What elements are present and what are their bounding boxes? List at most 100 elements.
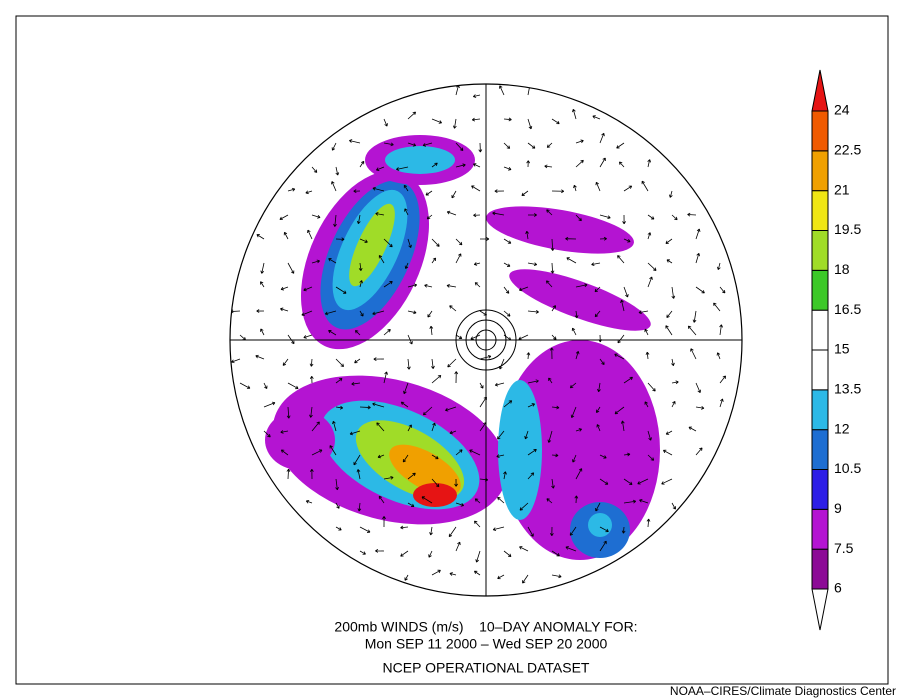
wind-arrow [551,405,560,410]
wind-arrow [527,526,534,537]
wind-arrow [429,325,434,336]
wind-arrow [372,186,385,192]
wind-arrow [287,382,299,390]
wind-arrow [594,310,601,318]
wind-arrow [406,358,411,370]
wind-arrow [446,283,457,288]
wind-arrow [623,238,631,243]
wind-arrow [595,502,601,512]
wind-arrow [550,262,555,274]
wind-arrow [575,283,588,288]
wind-arrow [449,572,457,576]
wind-arrow [446,210,457,216]
wind-arrow [623,286,629,298]
colorbar-label: 10.5 [834,460,861,476]
wind-arrow [599,132,605,144]
wind-arrow [599,236,607,241]
wind-arrow [503,334,512,341]
wind-arrow [575,428,583,432]
credit: NOAA–CIRES/Climate Diagnostics Center [670,684,896,698]
wind-arrow [260,328,265,336]
wind-arrow [455,84,460,96]
wind-arrow [647,262,657,271]
wind-arrow [598,334,603,343]
wind-arrow [335,526,342,531]
wind-arrow [687,325,697,336]
wind-arrow [623,185,633,192]
colorbar-segment [811,150,829,192]
wind-arrow [335,358,344,368]
wind-arrow [354,330,361,336]
wind-arrow [617,255,625,264]
wind-arrow [452,118,457,129]
wind-arrow [407,283,418,288]
wind-arrow [383,475,394,480]
wind-arrow [479,382,484,389]
wind-arrow [431,238,440,247]
wind-arrow [431,478,440,488]
wind-arrow [614,406,625,415]
wind-arrow [428,550,433,558]
wind-arrow [544,164,553,169]
wind-arrow [280,449,289,456]
wind-arrow [527,403,536,408]
wind-arrow [422,406,433,416]
wind-arrow [351,381,361,386]
wind-arrow [620,299,625,312]
wind-arrow [256,309,265,313]
colorbar-label: 24 [834,102,850,118]
colorbar-triangle [811,588,829,631]
wind-arrow [335,405,344,410]
wind-arrow [331,142,337,151]
wind-arrow [548,377,553,384]
wind-arrow [431,358,435,369]
wind-arrow [383,238,393,248]
colorbar-label: 12 [834,420,850,436]
wind-arrow [549,347,554,360]
wind-arrow [665,325,673,336]
wind-arrow [263,382,268,389]
wind-arrow [287,262,295,274]
wind-arrow [473,262,481,266]
colorbar-segment [811,469,829,510]
wind-arrow [328,258,337,264]
wind-arrow [570,406,577,419]
colorbar-segment [811,309,829,351]
wind-arrow [597,382,601,393]
wind-arrow [479,237,490,241]
wind-arrow [404,574,409,581]
wind-arrow [309,468,314,480]
wind-arrow [431,118,443,124]
wind-arrow [618,161,625,168]
wind-arrow [546,498,553,504]
wind-arrow [431,374,442,384]
wind-arrow [671,214,678,221]
colorbar-segment [811,508,829,550]
wind-arrow [662,449,673,456]
wind-arrow [551,574,562,579]
wind-arrow [359,526,371,533]
wind-arrow [260,281,265,288]
wind-arrow [357,502,362,512]
colorbar-segment [811,269,829,311]
wind-arrow [358,262,363,271]
map [230,84,726,584]
wind-arrow [719,324,723,336]
wind-arrow [695,447,703,456]
wind-arrow [546,142,553,148]
wind-arrow [396,166,409,171]
wind-arrow [372,402,385,408]
wind-arrow [671,286,676,299]
wind-arrow [527,309,539,314]
wind-arrow [280,430,289,434]
wind-arrow [599,540,607,552]
wind-arrow [307,229,313,240]
wind-arrow [494,382,505,387]
wind-arrow [527,142,536,149]
wind-arrow [550,238,555,251]
wind-arrow [527,448,537,456]
wind-arrow [617,334,625,344]
wind-arrow [665,238,673,244]
wind-arrow [404,262,409,269]
